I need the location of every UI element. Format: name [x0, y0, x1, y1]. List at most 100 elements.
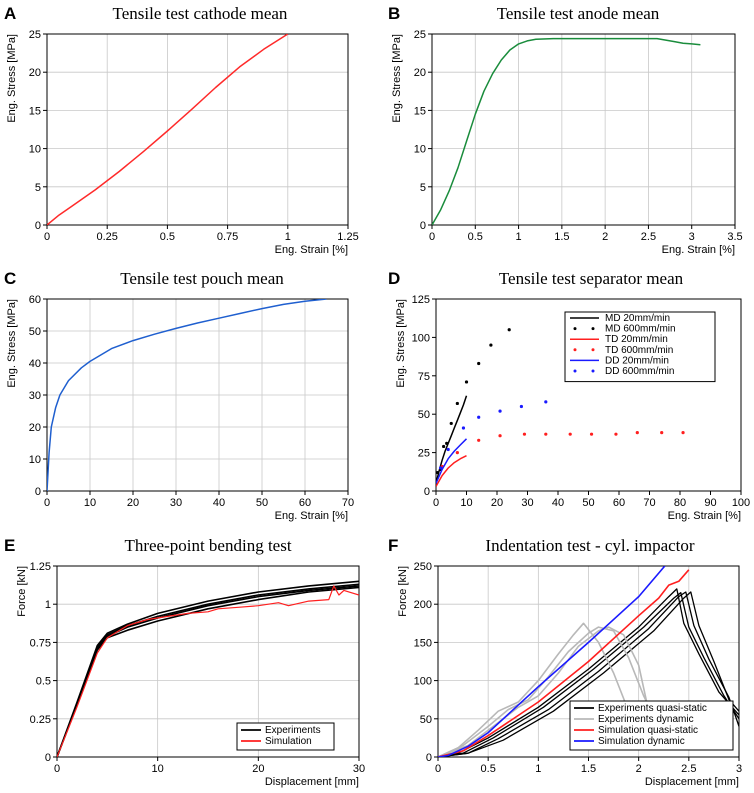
- data-point-dd-600mm-min: [477, 415, 481, 419]
- y-tick-label: 20: [29, 422, 41, 434]
- data-point-td-600mm-min: [477, 438, 481, 442]
- x-axis-label: Displacement [mm]: [265, 776, 359, 788]
- data-point-dd-600mm-min: [544, 400, 548, 404]
- x-axis-label: Eng. Strain [%]: [275, 510, 348, 522]
- legend-box: [564, 311, 716, 383]
- x-tick-label: 0: [433, 497, 439, 509]
- x-tick-label: 80: [674, 497, 686, 509]
- panel-letter: C: [4, 269, 16, 288]
- y-tick-label: 1: [45, 599, 51, 611]
- panel-letter: D: [388, 269, 400, 288]
- y-tick-label: 25: [29, 29, 41, 41]
- x-tick-label: 2: [636, 763, 642, 775]
- data-point-md-600mm-min: [507, 328, 511, 332]
- data-point-dd-600mm-min: [498, 409, 502, 413]
- legend-label: DD 600mm/min: [605, 366, 674, 377]
- data-point-td-600mm-min: [660, 431, 664, 435]
- y-tick-label: 100: [414, 676, 432, 688]
- x-tick-label: 3.5: [727, 231, 742, 243]
- x-tick-label: 0.5: [160, 231, 175, 243]
- y-tick-label: 200: [414, 599, 432, 611]
- x-axis-label: Eng. Strain [%]: [275, 244, 348, 256]
- series-group: [432, 37, 701, 225]
- series-line-simulation: [57, 585, 359, 757]
- legend-swatch: [591, 369, 595, 373]
- x-tick-label: 2.5: [641, 231, 656, 243]
- y-axis-label: Eng. Stress [MPa]: [6, 34, 18, 123]
- data-point-td-600mm-min: [635, 431, 639, 435]
- plot-frame: [46, 33, 349, 226]
- x-tick-label: 0: [435, 763, 441, 775]
- x-tick-label: 1.25: [337, 231, 358, 243]
- chart-title: Indentation test - cyl. impactor: [485, 536, 694, 555]
- series-group: [436, 328, 685, 487]
- y-tick-label: 250: [414, 561, 432, 573]
- y-tick-label: 10: [29, 144, 41, 156]
- series-group: [438, 566, 739, 757]
- series-line-simulation-dynamic: [438, 566, 666, 757]
- x-tick-label: 50: [256, 497, 268, 509]
- legend-label: Experiments dynamic: [598, 714, 694, 725]
- legend-label: Experiments quasi-static: [598, 703, 707, 714]
- chart-title: Tensile test cathode mean: [113, 4, 288, 23]
- data-point-md-600mm-min: [464, 380, 469, 384]
- data-point-md-600mm-min: [436, 470, 440, 475]
- chart-e-bending: 0 10 20 30 0 0.25 0.5 0.75 1 1.25 Displacement [mm…: [4, 536, 365, 788]
- x-tick-label: 0: [44, 231, 50, 243]
- y-tick-label: 0: [45, 752, 51, 764]
- data-point-dd-600mm-min: [438, 466, 443, 470]
- y-tick-label: 0: [35, 220, 41, 232]
- y-axis-label: Eng. Stress [MPa]: [6, 299, 18, 388]
- x-tick-label: 70: [342, 497, 354, 509]
- x-tick-label: 1: [285, 231, 291, 243]
- x-tick-label: 40: [213, 497, 225, 509]
- y-tick-label: 50: [418, 409, 430, 421]
- chart-a-cathode: 0 0.25 0.5 0.75 1 1.25 0 5 10 15 20 25 Eng. Strain […: [4, 4, 359, 256]
- y-axis-label: Force [kN]: [397, 566, 409, 617]
- y-tick-label: 150: [414, 637, 432, 649]
- chart-d-separator: 0 10 20 30 40 50 60 70 80 90 100 0 25 50 75 100 125 Eng. …: [388, 269, 750, 522]
- x-tick-label: 50: [582, 497, 594, 509]
- x-tick-label: 0: [429, 231, 435, 243]
- series-line-md-20mm-min: [436, 395, 468, 484]
- x-tick-label: 30: [353, 763, 365, 775]
- panel-letter: E: [4, 536, 15, 555]
- legend-label: TD 20mm/min: [605, 334, 668, 345]
- x-tick-label: 0.75: [217, 231, 238, 243]
- y-tick-label: 100: [412, 332, 430, 344]
- x-tick-label: 1: [535, 763, 541, 775]
- data-point-dd-600mm-min: [461, 426, 466, 430]
- x-tick-label: 90: [704, 497, 716, 509]
- series-line-experiments-dynamic: [438, 622, 640, 757]
- chart-title: Three-point bending test: [124, 536, 291, 555]
- y-tick-label: 50: [420, 714, 432, 726]
- data-point-md-600mm-min: [442, 444, 446, 449]
- series-line-cathode-mean: [47, 34, 289, 225]
- y-tick-label: 20: [414, 67, 426, 79]
- series-line-experiments-quasi-static: [438, 591, 739, 757]
- data-point-md-600mm-min: [477, 361, 481, 366]
- y-tick-label: 0: [35, 486, 41, 498]
- data-point-td-600mm-min: [544, 432, 548, 436]
- x-tick-label: 0: [54, 763, 60, 775]
- legend-label: MD 600mm/min: [605, 324, 676, 335]
- y-tick-label: 50: [29, 326, 41, 338]
- chart-title: Tensile test anode mean: [497, 4, 660, 23]
- y-tick-label: 75: [418, 371, 430, 383]
- y-axis-label: Force [kN]: [16, 566, 28, 617]
- x-tick-label: 70: [643, 497, 655, 509]
- plot-frame: [56, 565, 360, 758]
- x-axis-label: Displacement [mm]: [645, 776, 739, 788]
- series-line-pouch-mean: [47, 299, 327, 491]
- panel-letter: B: [388, 4, 400, 23]
- y-tick-label: 10: [414, 144, 426, 156]
- series-line-experiments: [57, 585, 359, 757]
- x-tick-label: 0.5: [468, 231, 483, 243]
- x-tick-label: 3: [736, 763, 742, 775]
- legend-label: Experiments: [265, 725, 321, 736]
- series-group: [47, 299, 327, 491]
- data-point-td-600mm-min: [589, 432, 594, 436]
- legend-swatch: [573, 327, 577, 331]
